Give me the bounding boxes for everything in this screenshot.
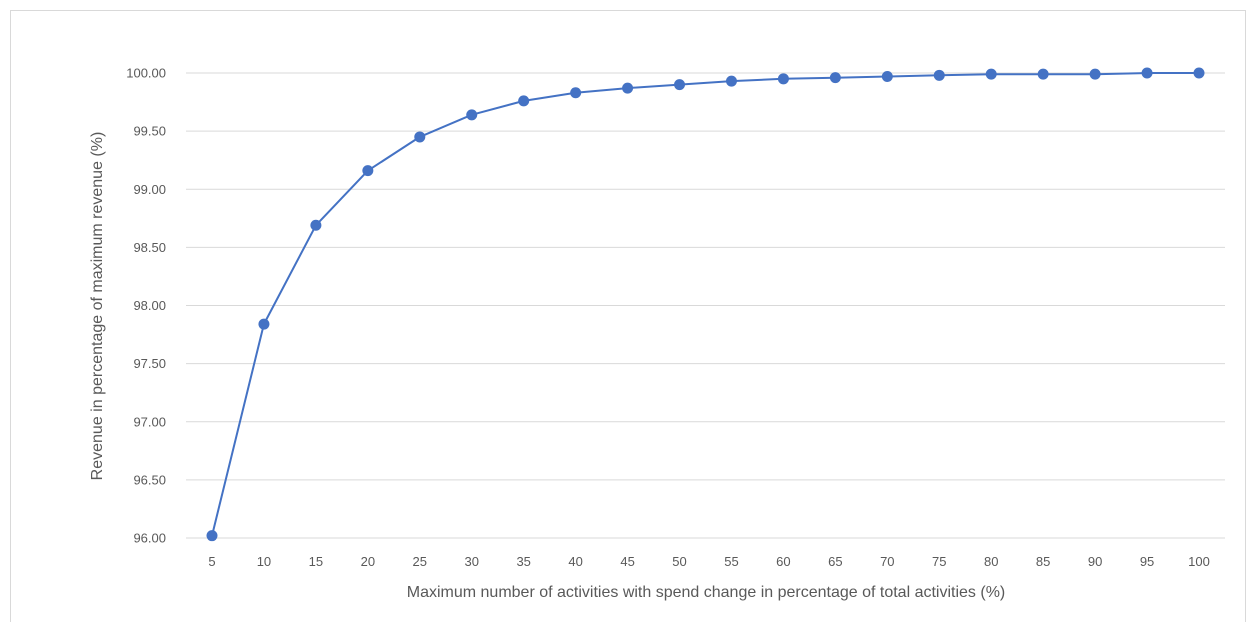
x-tick-label-0: 5 (208, 554, 215, 569)
x-tick-label-14: 75 (932, 554, 946, 569)
data-point-30 (466, 109, 478, 121)
y-tick-label-0: 96.00 (133, 531, 166, 546)
data-point-5 (206, 530, 218, 542)
x-tick-label-10: 55 (724, 554, 738, 569)
y-tick-label-4: 98.00 (133, 298, 166, 313)
data-point-65 (829, 72, 841, 84)
x-axis-title: Maximum number of activities with spend … (407, 584, 1006, 601)
x-tick-label-1: 10 (257, 554, 271, 569)
x-tick-label-5: 30 (465, 554, 479, 569)
data-point-60 (777, 73, 789, 85)
data-point-75 (933, 69, 945, 81)
data-point-80 (985, 68, 997, 80)
series-line-0 (211, 72, 1199, 536)
data-point-10 (258, 318, 270, 330)
data-point-85 (1037, 68, 1049, 80)
x-tick-label-11: 60 (776, 554, 790, 569)
y-axis-ticks: 96.00 96.50 97.00 97.50 98.00 98.50 99.00 99.50… (126, 66, 166, 546)
y-tick-label-2: 97.00 (133, 414, 166, 429)
series (206, 67, 1205, 542)
x-tick-label-15: 80 (984, 554, 998, 569)
x-tick-label-8: 45 (620, 554, 634, 569)
x-tick-label-12: 65 (828, 554, 842, 569)
x-tick-label-6: 35 (516, 554, 530, 569)
y-tick-label-5: 98.50 (133, 240, 166, 255)
y-tick-label-8: 100.00 (126, 66, 166, 81)
data-point-35 (518, 95, 530, 107)
data-point-95 (1141, 67, 1153, 79)
x-tick-label-7: 40 (568, 554, 582, 569)
x-tick-label-9: 50 (672, 554, 686, 569)
data-point-20 (362, 165, 374, 177)
x-tick-label-3: 20 (361, 554, 375, 569)
y-tick-label-3: 97.50 (133, 356, 166, 371)
x-tick-label-16: 85 (1036, 554, 1050, 569)
y-axis-title: Revenue in percentage of maximum revenue… (89, 132, 106, 481)
data-point-15 (310, 219, 322, 231)
chart-frame (10, 10, 1246, 622)
data-point-55 (725, 75, 737, 87)
y-tick-label-6: 99.00 (133, 182, 166, 197)
data-point-90 (1089, 68, 1101, 80)
x-tick-label-4: 25 (413, 554, 427, 569)
gridlines (186, 72, 1225, 539)
data-point-100 (1193, 67, 1205, 79)
x-tick-label-13: 70 (880, 554, 894, 569)
x-tick-label-18: 95 (1140, 554, 1154, 569)
x-tick-label-19: 100 (1188, 554, 1210, 569)
data-point-45 (622, 82, 634, 94)
x-tick-label-2: 15 (309, 554, 323, 569)
data-point-50 (674, 79, 686, 91)
y-tick-label-1: 96.50 (133, 472, 166, 487)
y-tick-label-7: 99.50 (133, 124, 166, 139)
data-point-40 (570, 87, 582, 99)
data-point-70 (881, 70, 893, 82)
data-point-25 (414, 131, 426, 143)
x-tick-label-17: 90 (1088, 554, 1102, 569)
x-axis-ticks: 5 10 15 20 25 30 35 40 45 50 55 60 65 70 75 80 85 90 95 100 (208, 554, 1209, 569)
